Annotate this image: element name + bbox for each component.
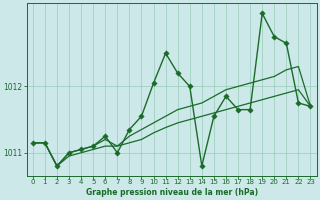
X-axis label: Graphe pression niveau de la mer (hPa): Graphe pression niveau de la mer (hPa) <box>85 188 258 197</box>
